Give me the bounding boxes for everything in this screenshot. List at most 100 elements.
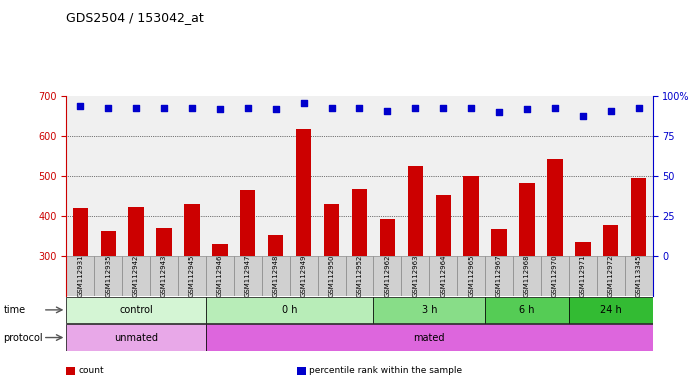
Bar (66, 324, 206, 351)
Text: time: time (3, 305, 26, 315)
Bar (603, 225, 618, 256)
Point (577, 113, 588, 119)
Bar (575, 242, 591, 256)
Bar (463, 176, 479, 256)
Bar (262, 256, 290, 296)
Bar (373, 296, 485, 323)
Text: GSM112952: GSM112952 (357, 255, 362, 297)
Bar (318, 256, 346, 296)
Text: 24 h: 24 h (600, 305, 622, 315)
Text: GSM112967: GSM112967 (496, 255, 502, 298)
Text: percentile rank within the sample: percentile rank within the sample (309, 366, 462, 376)
Text: GSM112972: GSM112972 (608, 255, 614, 297)
Point (75, 103, 86, 109)
Point (242, 104, 253, 111)
Text: GSM112964: GSM112964 (440, 255, 446, 297)
Bar (436, 195, 451, 256)
Bar (429, 256, 457, 296)
Bar (625, 256, 653, 296)
Bar (206, 324, 653, 351)
Bar (206, 296, 373, 323)
Text: GSM112943: GSM112943 (161, 255, 167, 297)
Point (633, 104, 644, 111)
Text: GSM112962: GSM112962 (385, 255, 390, 297)
Text: GSM113345: GSM113345 (636, 255, 641, 297)
Bar (380, 219, 395, 256)
Point (131, 104, 142, 111)
Bar (66, 256, 94, 296)
Text: count: count (79, 366, 105, 376)
Bar (150, 256, 178, 296)
Bar (234, 256, 262, 296)
Bar (290, 256, 318, 296)
Bar (73, 208, 88, 256)
Bar (401, 256, 429, 296)
Point (326, 104, 337, 111)
Bar (324, 204, 339, 256)
Bar (346, 256, 373, 296)
Text: GSM112947: GSM112947 (245, 255, 251, 297)
Text: GSM112942: GSM112942 (133, 255, 139, 297)
Point (354, 104, 365, 111)
Point (382, 108, 393, 114)
Point (438, 104, 449, 111)
Point (186, 104, 198, 111)
Text: GDS2504 / 153042_at: GDS2504 / 153042_at (66, 12, 204, 25)
Text: GSM112946: GSM112946 (217, 255, 223, 297)
Point (410, 104, 421, 111)
Text: GSM112968: GSM112968 (524, 255, 530, 298)
Bar (94, 256, 122, 296)
Bar (569, 296, 653, 323)
Text: GSM112945: GSM112945 (189, 255, 195, 297)
Text: GSM112948: GSM112948 (273, 255, 279, 297)
Text: GSM112965: GSM112965 (468, 255, 474, 297)
Bar (513, 256, 541, 296)
Text: unmated: unmated (114, 333, 158, 343)
Text: GSM112970: GSM112970 (552, 255, 558, 298)
Bar (206, 256, 234, 296)
Text: protocol: protocol (3, 333, 43, 343)
Bar (296, 129, 311, 256)
Text: GSM112971: GSM112971 (580, 255, 586, 298)
Point (605, 108, 616, 114)
Text: 3 h: 3 h (422, 305, 437, 315)
Point (549, 104, 560, 111)
Bar (212, 244, 228, 256)
Bar (156, 228, 172, 256)
Bar (240, 190, 255, 256)
Point (270, 106, 281, 112)
Bar (541, 256, 569, 296)
Bar (485, 296, 569, 323)
Bar (547, 159, 563, 256)
Text: mated: mated (413, 333, 445, 343)
Bar (122, 256, 150, 296)
Bar (597, 256, 625, 296)
Text: GSM112935: GSM112935 (105, 255, 111, 297)
Bar (268, 235, 283, 256)
Text: GSM112949: GSM112949 (301, 255, 306, 297)
Text: 0 h: 0 h (282, 305, 297, 315)
Text: GSM112950: GSM112950 (329, 255, 334, 297)
Bar (184, 204, 200, 256)
Point (298, 100, 309, 106)
Text: GSM112931: GSM112931 (77, 255, 83, 298)
Bar (485, 256, 513, 296)
Point (493, 109, 505, 116)
Bar (491, 229, 507, 256)
Point (158, 104, 170, 111)
Bar (408, 166, 423, 256)
Point (103, 104, 114, 111)
Text: 6 h: 6 h (519, 305, 535, 315)
Bar (178, 256, 206, 296)
Bar (631, 178, 646, 256)
Bar (457, 256, 485, 296)
Bar (101, 232, 116, 256)
Point (466, 104, 477, 111)
Text: control: control (119, 305, 153, 315)
Bar (352, 189, 367, 256)
Bar (128, 207, 144, 256)
Point (521, 106, 533, 112)
Point (214, 106, 225, 112)
Bar (519, 184, 535, 256)
Bar (569, 256, 597, 296)
